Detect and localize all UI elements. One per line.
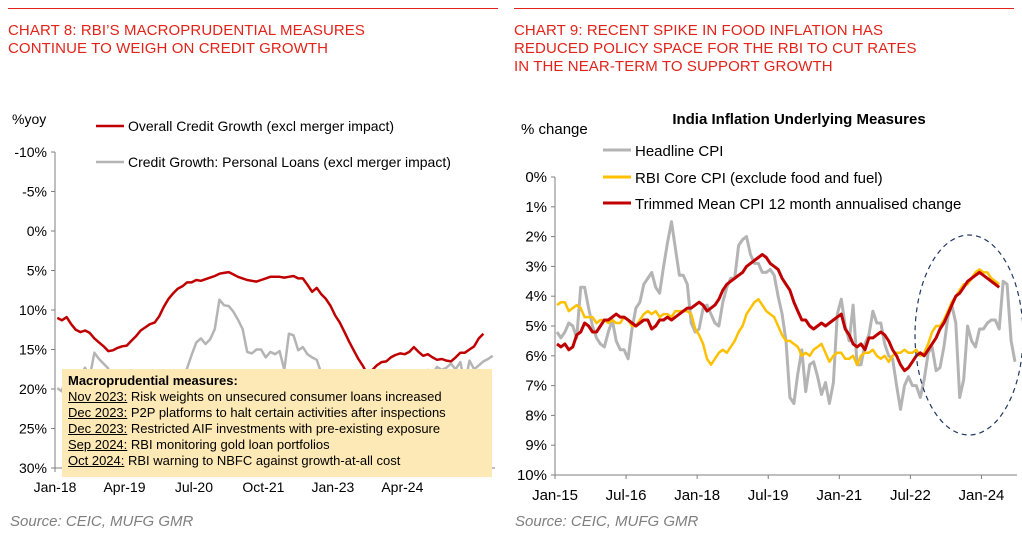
y-tick-label: 2% — [525, 229, 547, 246]
x-tick-label: Jan-23 — [311, 479, 354, 495]
y-tick-label: 7% — [525, 378, 547, 395]
left-y-unit-label: %yoy — [12, 111, 46, 127]
y-tick-label: 20% — [19, 381, 47, 397]
note-item-text: Risk weights on unsecured consumer loans… — [127, 389, 442, 404]
y-tick-label: 6% — [525, 348, 547, 365]
note-heading: Macroprudential measures: — [68, 373, 238, 388]
legend-label-credit: Overall Credit Growth (excl merger impac… — [128, 118, 394, 134]
y-tick-label: 5% — [525, 318, 547, 335]
note-item-text: Restricted AIF investments with pre-exis… — [127, 421, 441, 436]
note-item: Dec 2023: Restricted AIF investments wit… — [68, 421, 492, 437]
y-tick-label: 3% — [525, 258, 547, 275]
y-tick-label: -10% — [14, 144, 47, 160]
series-line-overall-credit — [56, 270, 485, 377]
y-tick-label: 5% — [27, 263, 47, 279]
note-item-text: P2P platforms to halt certain activities… — [127, 405, 446, 420]
right-top-rule — [514, 8, 1014, 9]
y-tick-label: 8% — [525, 407, 547, 424]
x-tick-label: Jan-24 — [959, 487, 1005, 504]
x-tick-label: Jan-15 — [532, 487, 578, 504]
note-item-text: RBI warning to NBFC against growth-at-al… — [124, 453, 401, 468]
x-tick-label: Jul-20 — [175, 479, 213, 495]
legend-label-core: RBI Core CPI (exclude food and fuel) — [635, 170, 883, 187]
note-item-date: Sep 2024: — [68, 437, 128, 452]
y-tick-label: 30% — [19, 460, 47, 476]
note-item-date: Dec 2023: — [68, 421, 128, 436]
y-tick-label: -5% — [22, 184, 47, 200]
inflation-chart: India Inflation Underlying Measures % ch… — [517, 111, 1022, 504]
y-tick-label: 1% — [525, 199, 547, 216]
note-item-date: Oct 2024: — [68, 453, 125, 468]
y-tick-label: 0% — [525, 169, 547, 186]
legend-label-personal: Credit Growth: Personal Loans (excl merg… — [128, 154, 451, 170]
x-tick-label: Oct-21 — [242, 479, 284, 495]
right-plot-title: India Inflation Underlying Measures — [672, 111, 925, 128]
right-y-unit-label: % change — [521, 121, 588, 138]
left-chart-title: CHART 8: RBI’S MACROPRUDENTIAL MEASURES … — [8, 22, 366, 57]
x-tick-label: Apr-19 — [103, 479, 145, 495]
left-top-rule — [8, 8, 498, 9]
x-tick-label: Jul-22 — [890, 487, 931, 504]
note-item-text: RBI monitoring gold loan portfolios — [127, 437, 330, 452]
y-tick-label: 0% — [27, 223, 47, 239]
note-item-date: Nov 2023: — [68, 389, 128, 404]
legend-label-trimmed: Trimmed Mean CPI 12 month annualised cha… — [635, 196, 961, 213]
note-item: Dec 2023: P2P platforms to halt certain … — [68, 405, 492, 421]
macroprudential-note-box: Macroprudential measures: Nov 2023: Risk… — [62, 369, 492, 477]
note-item: Nov 2023: Risk weights on unsecured cons… — [68, 389, 492, 405]
x-tick-label: Jan-18 — [674, 487, 720, 504]
x-tick-label: Jul-19 — [748, 487, 789, 504]
x-tick-label: Apr-24 — [381, 479, 423, 495]
right-chart-title: CHART 9: RECENT SPIKE IN FOOD INFLATION … — [514, 22, 917, 75]
note-item-date: Dec 2023: — [68, 405, 128, 420]
series-line-trimmed-mean-cpi — [556, 253, 1001, 373]
x-tick-label: Jul-16 — [606, 487, 647, 504]
y-tick-label: 10% — [19, 302, 47, 318]
left-source: Source: CEIC, MUFG GMR — [10, 513, 194, 530]
series-line-core-cpi — [556, 268, 1000, 366]
x-tick-label: Jan-18 — [34, 479, 77, 495]
y-tick-label: 10% — [517, 467, 547, 484]
y-tick-label: 4% — [525, 288, 547, 305]
y-tick-label: 25% — [19, 421, 47, 437]
y-tick-label: 9% — [525, 437, 547, 454]
highlight-oval — [914, 234, 1022, 436]
note-item: Oct 2024: RBI warning to NBFC against gr… — [68, 453, 492, 469]
right-source: Source: CEIC, MUFG GMR — [515, 513, 699, 530]
y-tick-label: 15% — [19, 342, 47, 358]
x-tick-label: Jan-21 — [816, 487, 862, 504]
legend-label-headline: Headline CPI — [635, 143, 723, 160]
note-item: Sep 2024: RBI monitoring gold loan portf… — [68, 437, 492, 453]
